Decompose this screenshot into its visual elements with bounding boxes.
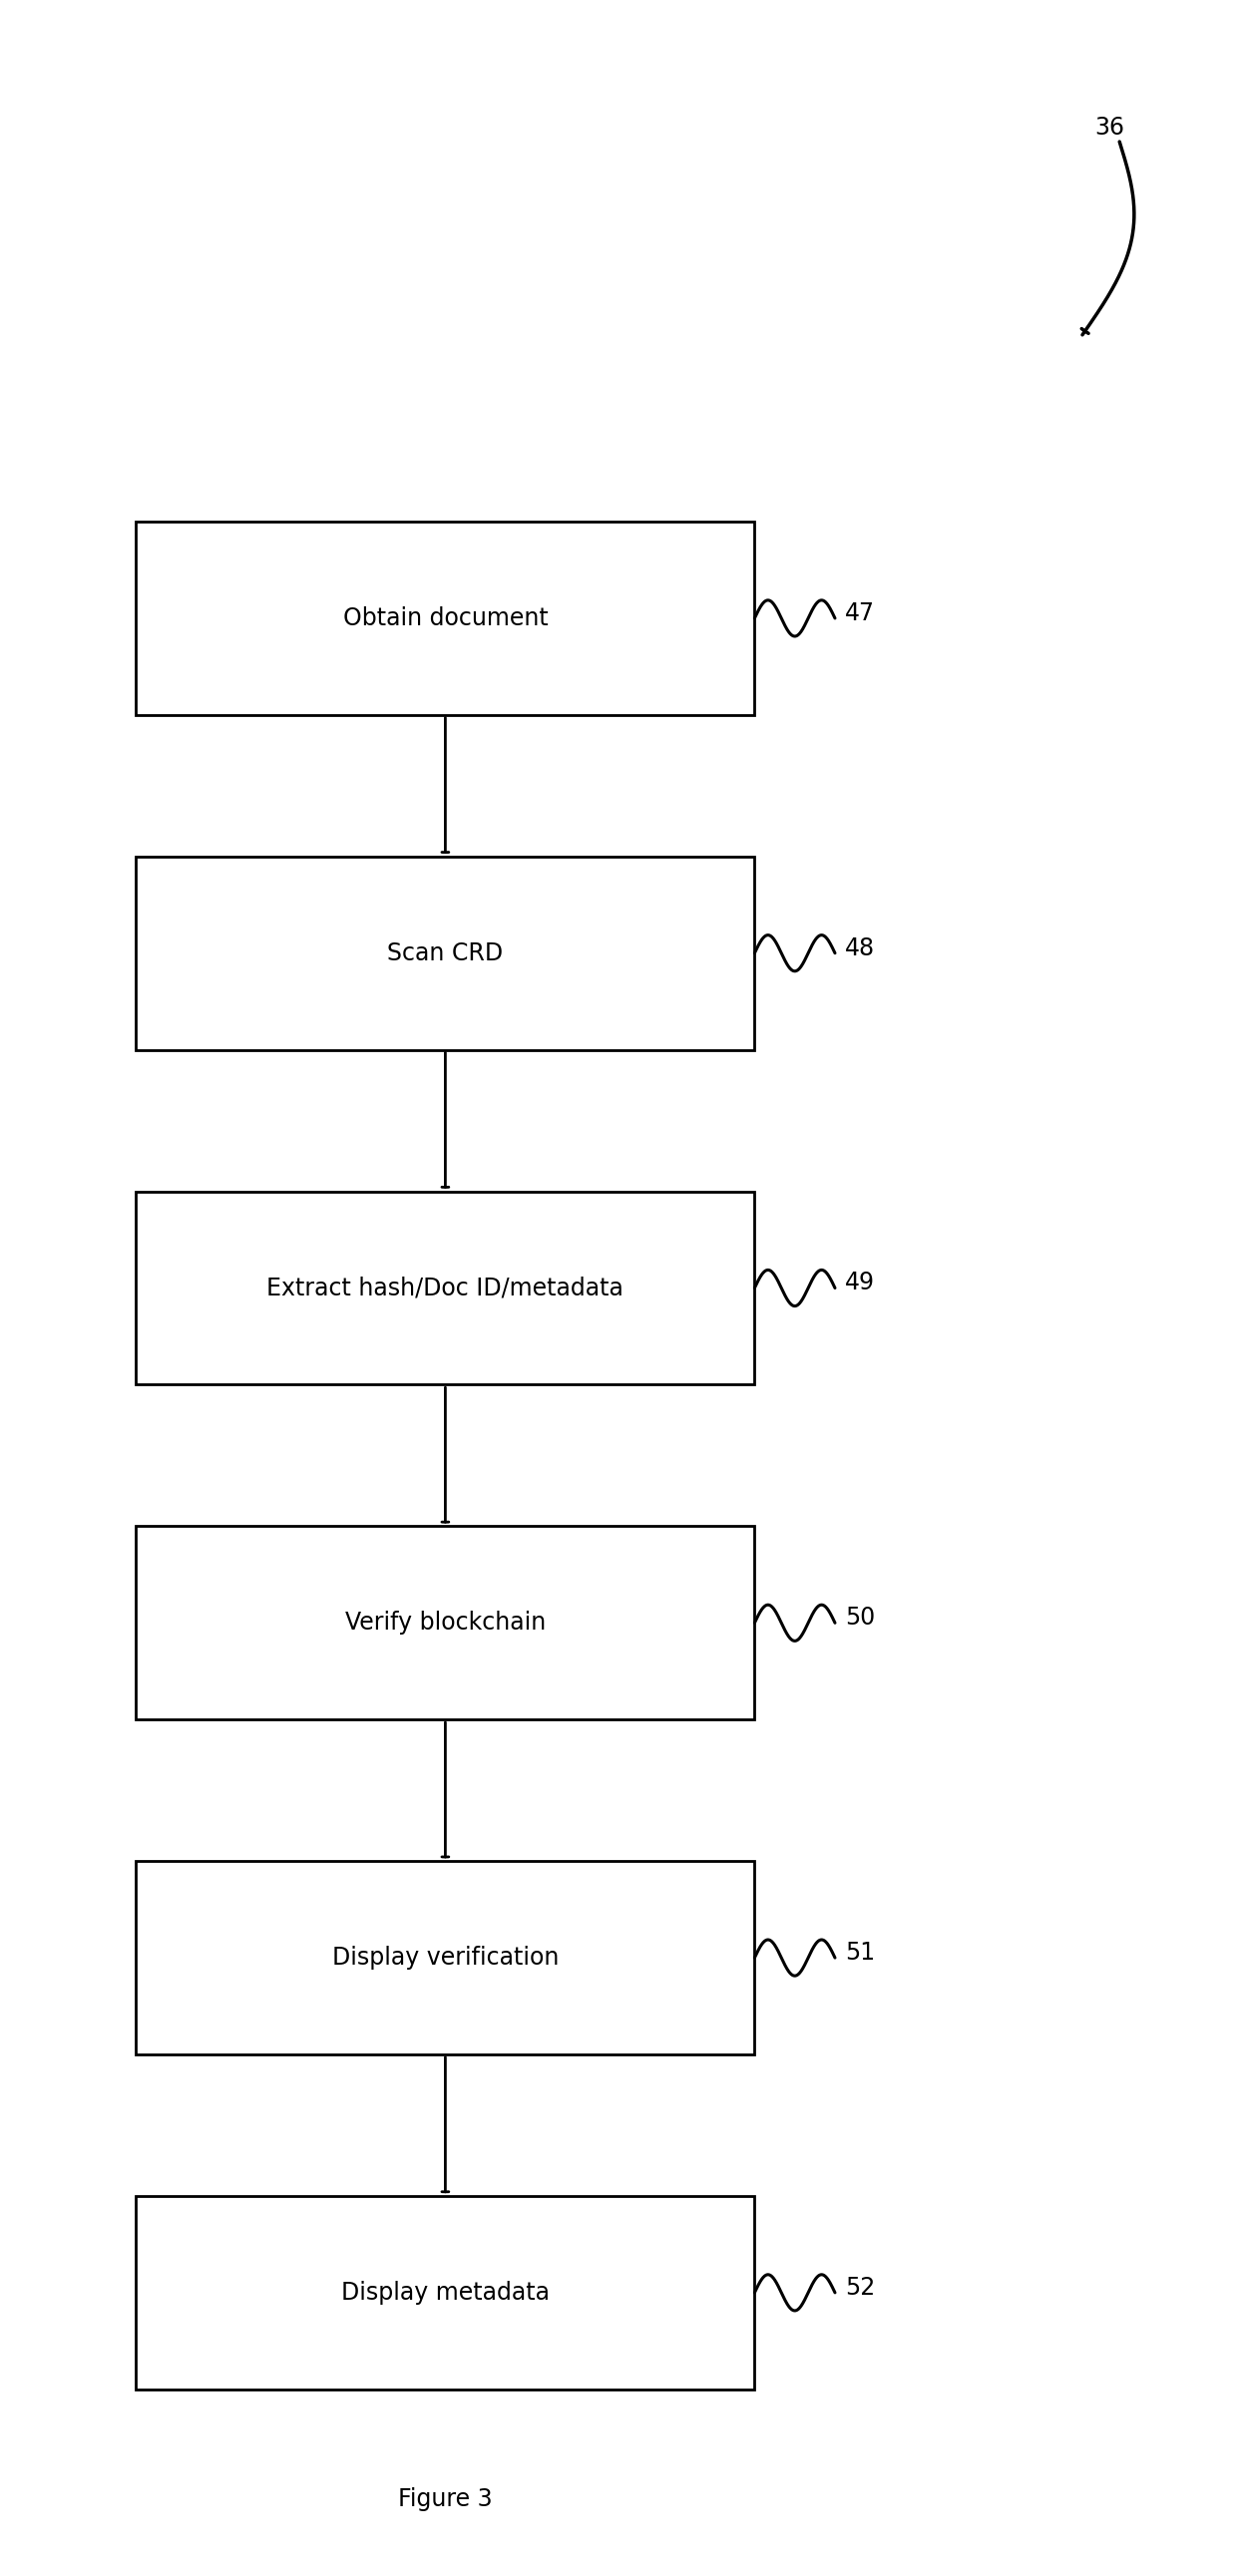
Text: Extract hash/Doc ID/metadata: Extract hash/Doc ID/metadata [267,1275,623,1301]
Text: 51: 51 [845,1940,875,1965]
Text: Display verification: Display verification [332,1945,559,1971]
Text: Verify blockchain: Verify blockchain [345,1610,546,1636]
Text: Scan CRD: Scan CRD [387,940,503,966]
Text: 36: 36 [1095,116,1124,139]
Text: Obtain document: Obtain document [343,605,548,631]
FancyBboxPatch shape [136,520,755,714]
FancyBboxPatch shape [136,1860,755,2056]
Text: 52: 52 [845,2275,875,2300]
Text: 50: 50 [845,1605,875,1631]
FancyBboxPatch shape [136,855,755,1051]
Text: Display metadata: Display metadata [341,2280,549,2306]
FancyBboxPatch shape [136,1525,755,1721]
Text: 47: 47 [845,600,875,626]
Text: 48: 48 [845,935,875,961]
FancyBboxPatch shape [136,2195,755,2391]
Text: Figure 3: Figure 3 [398,2486,492,2512]
FancyBboxPatch shape [136,1190,755,1386]
Text: 49: 49 [845,1270,875,1296]
